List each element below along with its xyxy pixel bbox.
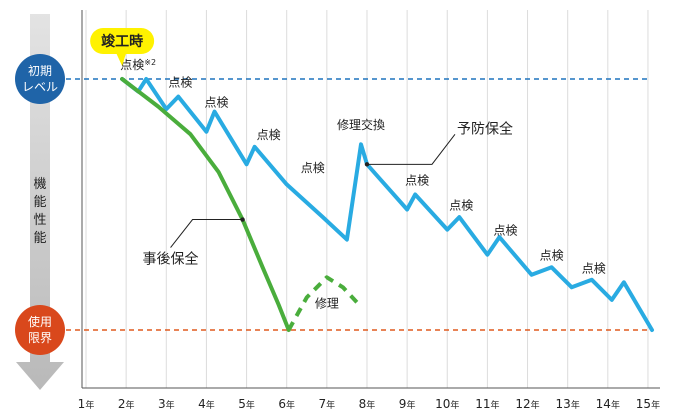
annotation-label: 点検 <box>301 161 325 175</box>
x-tick-labels: 1年 2年 3年 4年 5年 6年 7年 8年 9年 10年 11年 12年 13年 14年 15年 <box>78 397 660 411</box>
initial-level-label-line1: 初期 <box>28 64 52 78</box>
x-tick-label: 9年 <box>399 397 416 411</box>
x-tick-label: 10年 <box>435 397 459 411</box>
callout-leader <box>366 134 456 165</box>
series-layer <box>120 77 654 332</box>
annotation-label: 点検 <box>582 261 606 275</box>
annotation-label: 点検 <box>540 249 564 263</box>
callout-dot <box>240 217 245 222</box>
x-tick-label: 7年 <box>319 397 336 411</box>
service-limit-label-line1: 使用 <box>28 314 52 329</box>
annotation-label: 点検 <box>449 199 473 213</box>
x-tick-label: 2年 <box>118 397 135 411</box>
x-tick-label: 6年 <box>278 397 295 411</box>
completion-badge: 竣工時 <box>90 28 155 66</box>
completion-label: 竣工時 <box>101 33 143 50</box>
callout-label: 予防保全 <box>457 120 513 137</box>
y-axis-label-char: 機 <box>33 177 46 192</box>
annotation-label: 点検 <box>204 96 228 110</box>
x-tick-label: 14年 <box>596 397 620 411</box>
y-axis-label-char: 能 <box>33 195 46 210</box>
y-axis-label: 機 能 性 能 <box>33 177 46 246</box>
callout-label: 事後保全 <box>143 251 199 268</box>
service-limit-label-line2: 限界 <box>28 331 52 345</box>
initial-level-badge: 初期 レベル <box>15 54 65 104</box>
x-tick-label: 3年 <box>158 397 175 411</box>
x-tick-label: 1年 <box>78 397 95 411</box>
grid <box>85 10 649 388</box>
series-line-1 <box>120 77 291 332</box>
service-limit-badge: 使用 限界 <box>15 305 65 355</box>
annotation-label: 点検※2 <box>120 58 156 72</box>
x-tick-label: 15年 <box>636 397 660 411</box>
annotation-label: 点検 <box>168 76 192 90</box>
annotation-label: 修理交換 <box>337 117 385 132</box>
series-line-2 <box>286 275 359 331</box>
x-tick-label: 5年 <box>238 397 255 411</box>
x-tick-label: 4年 <box>198 397 215 411</box>
annotation-label: 修理 <box>315 295 339 310</box>
callout-leader <box>170 219 243 248</box>
y-axis-label-char: 性 <box>33 213 46 228</box>
y-axis-label-char: 能 <box>33 231 46 246</box>
x-tick-label: 11年 <box>475 397 499 411</box>
series-line-0 <box>120 77 654 332</box>
x-tick-label: 12年 <box>515 397 539 411</box>
x-tick-label: 13年 <box>556 397 580 411</box>
annotation-label: 点検 <box>257 128 281 142</box>
callout-dot <box>364 162 370 167</box>
initial-level-label-line2: レベル <box>22 80 58 94</box>
performance-arrow <box>16 14 64 390</box>
annotation-label: 点検 <box>405 173 429 187</box>
annotation-label: 点検 <box>493 224 517 238</box>
x-tick-label: 8年 <box>359 397 376 411</box>
